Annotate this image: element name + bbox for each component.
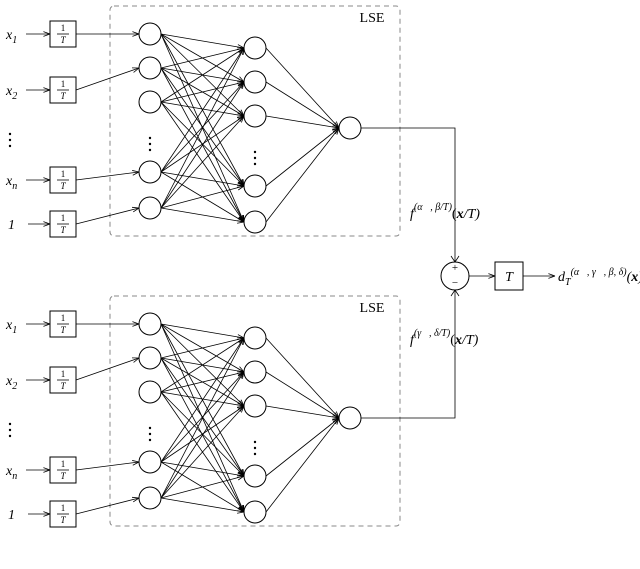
input-label: x2 — [5, 374, 17, 392]
subnet-top: LSEx11Tx21Txn1T11Tf(α⃗, β/T)(x/T) — [5, 6, 480, 262]
hidden-node — [244, 395, 266, 417]
hidden-node — [139, 313, 161, 335]
subnet-output-node — [339, 407, 361, 429]
svg-text:−: − — [452, 277, 458, 289]
hidden-node — [139, 451, 161, 473]
hidden-node — [244, 71, 266, 93]
svg-text:1: 1 — [61, 369, 66, 379]
svg-text:+: + — [452, 262, 458, 274]
hidden-node — [244, 211, 266, 233]
input-label: x1 — [5, 318, 17, 336]
hidden-node — [139, 487, 161, 509]
input-label: 1 — [8, 508, 15, 523]
svg-text:1: 1 — [61, 313, 66, 323]
hidden-node — [244, 105, 266, 127]
final-output-label: dT(α⃗, γ⃗, β, δ)(x) — [558, 267, 640, 288]
input-label: x1 — [5, 28, 17, 46]
input-label: 1 — [8, 218, 15, 233]
hidden-node — [244, 501, 266, 523]
svg-text:1: 1 — [61, 459, 66, 469]
hidden-node — [139, 197, 161, 219]
hidden-node — [139, 381, 161, 403]
input-label: x2 — [5, 84, 17, 102]
hidden-node — [244, 175, 266, 197]
subnet-bottom: LSEx11Tx21Txn1T11Tf(γ⃗, δ/T)(x/T) — [5, 290, 479, 527]
svg-text:1: 1 — [61, 169, 66, 179]
input-label: xn — [5, 174, 17, 192]
hidden-node — [244, 327, 266, 349]
hidden-node — [139, 23, 161, 45]
sum-node: +− — [441, 262, 469, 290]
hidden-node — [139, 91, 161, 113]
subnet-output-node — [339, 117, 361, 139]
hidden-node — [244, 361, 266, 383]
lse-label: LSE — [360, 11, 385, 26]
svg-text:1: 1 — [61, 79, 66, 89]
hidden-node — [244, 37, 266, 59]
hidden-node — [139, 347, 161, 369]
input-label: xn — [5, 464, 17, 482]
svg-text:1: 1 — [61, 23, 66, 33]
svg-text:1: 1 — [61, 213, 66, 223]
hidden-node — [139, 161, 161, 183]
T-box-label: T — [505, 270, 514, 285]
hidden-node — [244, 465, 266, 487]
hidden-node — [139, 57, 161, 79]
svg-text:1: 1 — [61, 503, 66, 513]
lse-label: LSE — [360, 301, 385, 316]
subnet-output-label: f(α⃗, β/T)(x/T) — [410, 202, 480, 222]
subnet-output-label: f(γ⃗, δ/T)(x/T) — [410, 328, 479, 348]
